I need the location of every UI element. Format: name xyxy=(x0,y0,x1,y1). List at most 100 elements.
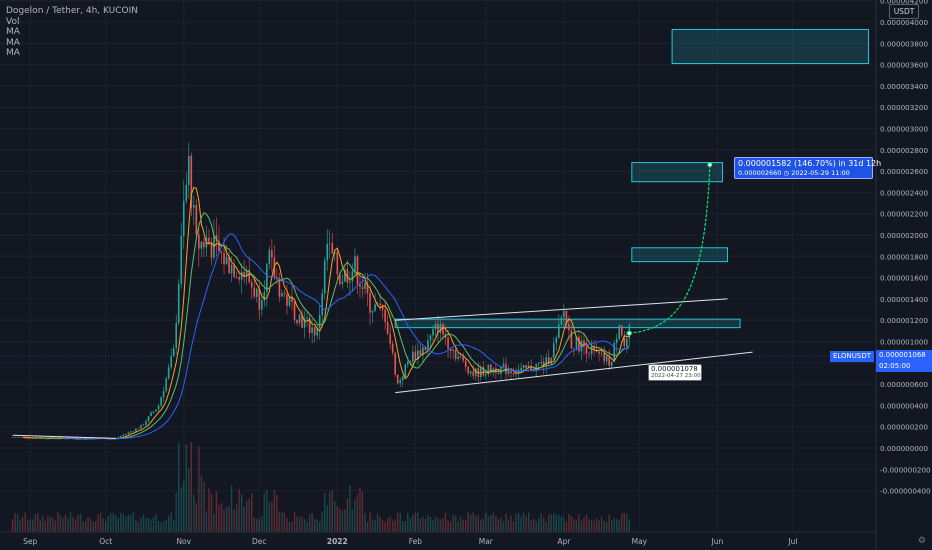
time-axis[interactable]: Sep Oct Nov Dec 2022 Feb Mar Apr May Jun Jul xyxy=(23,537,797,546)
candle-body xyxy=(177,283,180,324)
legend-ma-1[interactable]: MA xyxy=(6,27,20,37)
candle-body xyxy=(502,363,505,367)
volume-bar xyxy=(210,493,213,532)
volume-bar xyxy=(429,516,432,532)
price-axis[interactable]: 0.000004200 0.000004000 0.000003800 0.00000… xyxy=(880,0,931,496)
volume-bar xyxy=(122,513,125,532)
price-tick-label: -0.000000400 xyxy=(880,487,931,496)
target-zone-box xyxy=(631,162,723,183)
volume-bar xyxy=(69,512,72,532)
volume-bar xyxy=(585,514,588,532)
candle-body xyxy=(507,371,510,374)
currency-badge[interactable]: USDT xyxy=(889,4,919,19)
projection-curve[interactable] xyxy=(626,162,713,336)
candle-body xyxy=(203,241,205,248)
current-price-value: 0.000001068 xyxy=(879,351,926,359)
candle-body xyxy=(14,437,16,438)
candle-body xyxy=(558,324,560,338)
candle-body xyxy=(57,438,59,440)
trendline xyxy=(395,351,753,394)
projection-label[interactable]: 0.000001582 (146.70%) in 31d 12h 0.00000… xyxy=(734,157,881,179)
volume-bar xyxy=(283,512,286,532)
volume-bar xyxy=(371,519,374,532)
price-tick-label: 0.000000400 xyxy=(880,401,928,410)
volume-bar xyxy=(543,517,545,532)
candle-body xyxy=(603,352,605,362)
volume-bar xyxy=(188,468,190,532)
candle-body xyxy=(583,340,585,347)
candle-body xyxy=(605,355,608,362)
volume-bar xyxy=(263,492,266,532)
legend-ma-3[interactable]: MA xyxy=(6,48,20,58)
candle-body xyxy=(170,356,172,368)
candle-body xyxy=(321,293,324,315)
candle-body xyxy=(235,276,238,278)
candle-body xyxy=(432,329,434,336)
candle-body xyxy=(578,336,580,352)
volume-bar xyxy=(162,521,165,532)
candle-body xyxy=(318,314,321,329)
anchor-date: 2022-04-27 23:00 xyxy=(651,373,701,379)
volume-bar xyxy=(356,494,359,532)
time-tick-label: Oct xyxy=(99,537,112,546)
candle-body xyxy=(522,365,525,368)
candle-body xyxy=(545,357,548,367)
candle-body xyxy=(485,373,487,376)
volume-bar xyxy=(238,489,240,532)
volume-bar xyxy=(59,515,62,532)
symbol-tag: ELONUSDT xyxy=(830,351,874,362)
legend-ma-2[interactable]: MA xyxy=(6,37,20,48)
candle-body xyxy=(447,337,449,349)
volume-bar xyxy=(251,493,253,532)
candle-body xyxy=(414,351,417,360)
volume-bar xyxy=(616,519,618,532)
candle-body xyxy=(198,234,200,249)
candle-body xyxy=(615,338,618,343)
volume-bar xyxy=(540,513,542,532)
candle-body xyxy=(278,279,281,297)
volume-bar xyxy=(49,517,52,532)
volume-bar xyxy=(563,517,565,532)
candle-body xyxy=(459,356,462,358)
volume-bar xyxy=(155,514,157,532)
gear-icon[interactable]: ⚙ xyxy=(917,536,926,546)
volume-bar xyxy=(447,520,449,532)
volume-bar xyxy=(510,515,512,532)
bar-countdown: 02:05:00 xyxy=(879,362,911,370)
candle-body xyxy=(444,334,447,338)
candle-body xyxy=(175,323,178,348)
candle-body xyxy=(339,274,341,284)
volume-bar xyxy=(313,519,316,532)
volume-bar xyxy=(26,520,29,532)
volume-bar xyxy=(120,512,122,532)
price-tick-label: 0.000002600 xyxy=(880,167,928,176)
trendlines[interactable] xyxy=(12,298,753,439)
volume-bar xyxy=(306,521,308,532)
legend-volume[interactable]: Vol xyxy=(6,16,20,27)
legend-title[interactable]: Dogelon / Tether, 4h, KUCOIN xyxy=(6,6,139,16)
candle-body xyxy=(255,288,258,297)
volume-bar xyxy=(414,512,417,532)
candle-body xyxy=(137,428,140,430)
candlesticks xyxy=(11,142,631,441)
candle-body xyxy=(568,324,570,331)
volume-bar xyxy=(21,517,24,532)
target-zones[interactable] xyxy=(394,28,869,329)
volume-bar xyxy=(228,506,230,532)
volume-bar xyxy=(52,517,54,532)
volume-bar xyxy=(555,514,558,532)
volume-bar xyxy=(34,514,36,532)
anchor-label[interactable]: 0.000001078 2022-04-27 23:00 xyxy=(648,364,702,381)
candle-body xyxy=(429,335,432,341)
volume-bars xyxy=(11,442,631,532)
volume-bar xyxy=(575,519,578,532)
candle-body xyxy=(172,347,175,357)
volume-bar xyxy=(130,514,132,532)
volume-bar xyxy=(215,491,218,532)
candle-body xyxy=(333,251,336,254)
candle-body xyxy=(132,431,135,432)
candle-body xyxy=(180,235,183,284)
price-tick-label: -0.000000200 xyxy=(880,465,931,474)
volume-bar xyxy=(296,516,298,532)
